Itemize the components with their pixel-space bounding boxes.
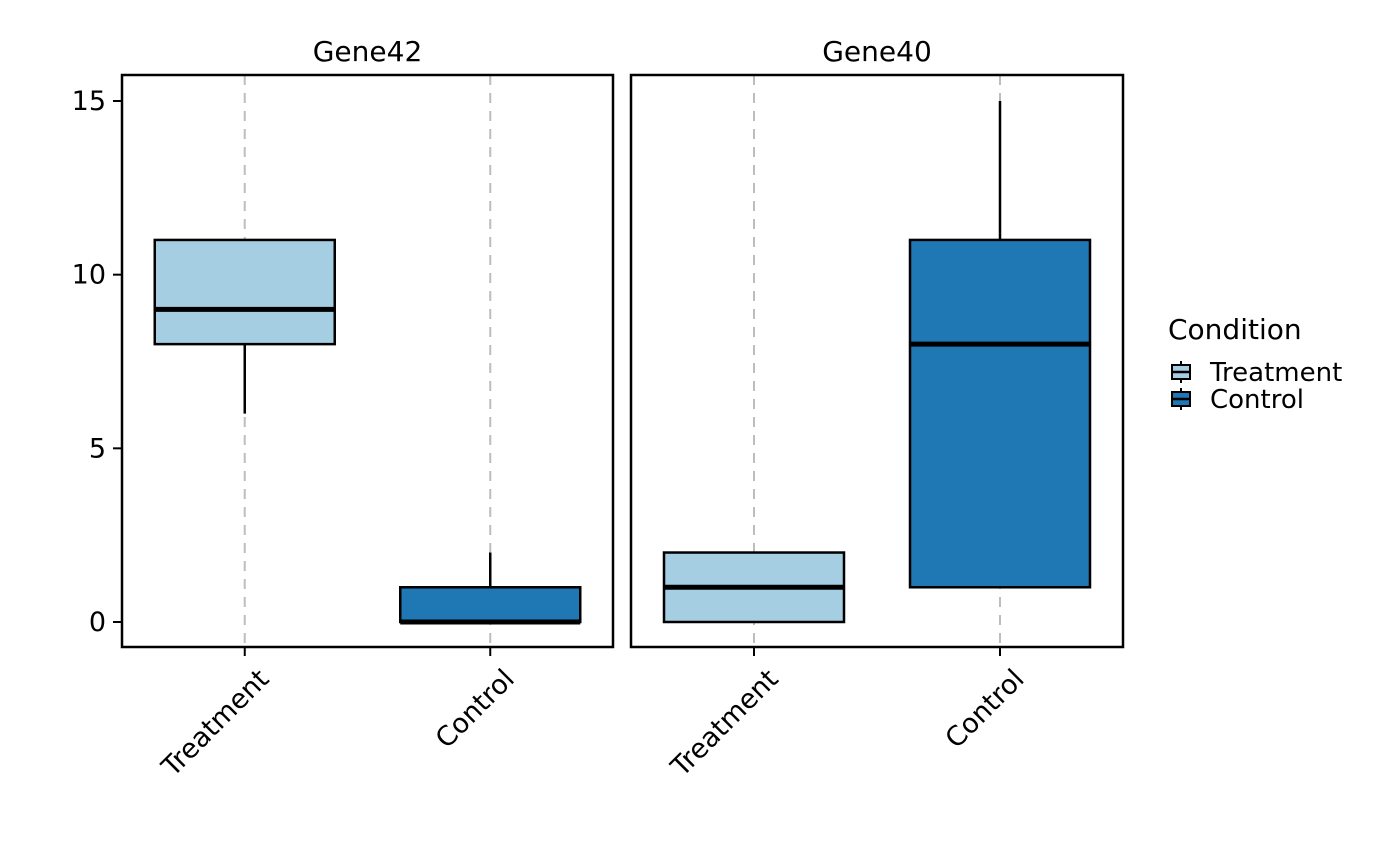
- y-tick-label: 15: [72, 86, 106, 117]
- panel-gene40: Gene40 Treatment Control: [629, 35, 1125, 784]
- legend-label-treatment: Treatment: [1209, 358, 1342, 388]
- y-tick-label: 5: [89, 433, 106, 464]
- panel-title: Gene40: [822, 35, 932, 68]
- legend-key-treatment: [1171, 361, 1191, 383]
- x-tick-label: Control: [940, 664, 1031, 755]
- legend-label-control: Control: [1210, 385, 1304, 415]
- panel-gene42: Gene42 Treatment Control: [120, 35, 615, 784]
- x-tick-label: Control: [430, 664, 521, 755]
- box-control: [908, 238, 1092, 589]
- panel-border: [120, 73, 615, 649]
- box-treatment: [153, 238, 336, 346]
- panel-title: Gene42: [313, 35, 423, 68]
- box-control: [399, 586, 582, 624]
- y-tick-label: 10: [72, 260, 106, 291]
- panels: Gene42 Treatment Control Gene40 Treatment Con…: [120, 35, 1125, 784]
- panel-border: [629, 73, 1125, 649]
- y-axis: 0 5 10 15: [72, 86, 122, 638]
- legend-title: Condition: [1168, 313, 1302, 346]
- x-tick-label: Treatment: [156, 664, 276, 784]
- x-tick-label: Treatment: [665, 664, 785, 784]
- legend-key-control: [1171, 388, 1191, 410]
- y-tick-label: 0: [89, 607, 106, 638]
